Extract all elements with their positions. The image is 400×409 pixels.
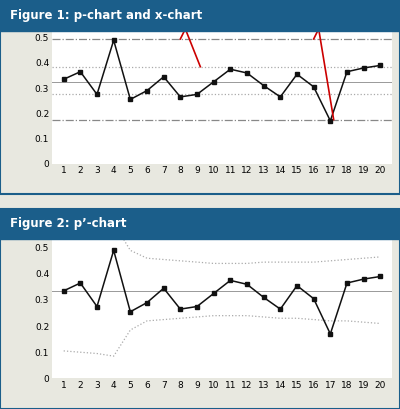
Text: Figure 1: p-chart and x-chart: Figure 1: p-chart and x-chart	[10, 9, 202, 22]
Text: p’-chart: p’-chart	[144, 220, 190, 231]
Text: x-chart limits: x-chart limits	[319, 13, 392, 22]
Text: p-chart limits: p-chart limits	[145, 13, 219, 22]
Text: Figure 2: p’-chart: Figure 2: p’-chart	[10, 218, 126, 230]
